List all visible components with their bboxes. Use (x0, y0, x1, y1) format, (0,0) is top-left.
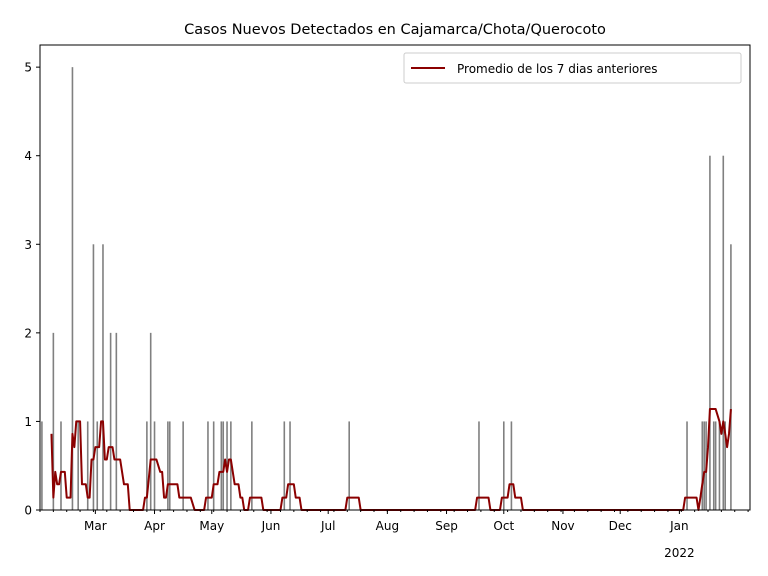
bar (348, 421, 350, 510)
bar (703, 421, 705, 510)
bar (115, 332, 118, 510)
bar (60, 421, 62, 510)
plot-frame (39, 44, 751, 511)
bar (478, 421, 480, 510)
x-tick-label: Dec (609, 519, 632, 533)
bar (96, 421, 99, 510)
bar (146, 421, 148, 510)
bar (212, 421, 215, 510)
x-tick-label: Mar (84, 519, 107, 533)
x-tick-label: Apr (144, 519, 165, 533)
y-tick-label: 1 (24, 415, 32, 429)
bar (718, 421, 721, 510)
bar (251, 421, 253, 510)
x-axis: Mar Apr May Jun Jul Aug Sep Oct Nov Dec Jan 2022 (39, 510, 749, 560)
bar (701, 421, 704, 510)
bar (167, 421, 169, 510)
bars-layer (41, 67, 732, 511)
bar (730, 244, 732, 511)
x-tick-label: Sep (435, 519, 458, 533)
bar (709, 155, 711, 510)
series-line (50, 408, 732, 511)
bar (52, 332, 55, 510)
x-tick-label: Aug (376, 519, 399, 533)
bar (220, 421, 223, 510)
chart-title: Casos Nuevos Detectados en Cajamarca/Cho… (184, 22, 606, 38)
bar (686, 421, 688, 510)
x-tick-label: May (199, 519, 224, 533)
bar (722, 155, 725, 510)
bar (283, 421, 286, 510)
x-tick-label: Nov (551, 519, 574, 533)
bar (41, 421, 43, 510)
y-axis: 0 1 2 3 4 5 (24, 61, 40, 518)
legend-frame (403, 52, 742, 84)
bar (724, 421, 726, 510)
bar (207, 421, 209, 510)
y-tick-label: 5 (24, 61, 32, 75)
bar (289, 421, 291, 510)
legend-label: Promedio de los 7 dias anteriores (457, 62, 658, 76)
bar (71, 67, 74, 510)
bar (92, 244, 95, 511)
x-tick-sublabel: 2022 (664, 546, 695, 560)
y-tick-label: 0 (24, 504, 32, 518)
bar (714, 421, 717, 510)
legend: Promedio de los 7 dias anteriores (403, 52, 742, 84)
y-tick-label: 4 (24, 149, 32, 163)
bar (109, 332, 112, 510)
bar (153, 421, 156, 510)
y-tick-label: 2 (24, 326, 32, 340)
bar (102, 244, 104, 511)
y-tick-label: 3 (24, 238, 32, 252)
bar (168, 421, 171, 510)
bar (77, 421, 79, 510)
bar (712, 421, 715, 510)
x-tick-label: Jan (669, 519, 689, 533)
x-tick-label: Jun (261, 519, 281, 533)
x-tick-label: Jul (320, 519, 335, 533)
x-tick-label: Oct (493, 519, 514, 533)
bar (182, 421, 184, 510)
bar (86, 421, 89, 510)
bar (502, 421, 505, 510)
bar (510, 421, 513, 510)
bar (149, 332, 152, 510)
line-layer (50, 408, 732, 511)
